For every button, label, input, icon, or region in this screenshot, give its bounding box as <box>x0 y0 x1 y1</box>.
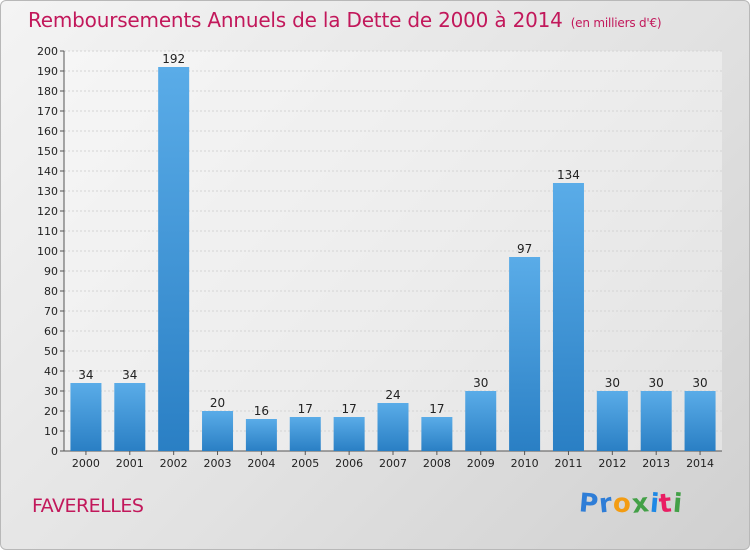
y-tick-label: 0 <box>51 445 58 458</box>
y-tick-label: 80 <box>44 285 58 298</box>
x-tick-label: 2000 <box>72 457 100 470</box>
y-tick-label: 110 <box>37 225 58 238</box>
data-label: 30 <box>692 376 707 390</box>
bar <box>245 419 277 451</box>
commune-name: FAVERELLES <box>32 495 144 517</box>
logo-letter: i <box>671 488 685 520</box>
data-label: 134 <box>557 168 580 182</box>
y-tick-label: 60 <box>44 325 58 338</box>
y-tick-label: 180 <box>37 85 58 98</box>
unit-label: (en milliers d'€) <box>570 16 662 30</box>
y-tick-label: 50 <box>44 345 58 358</box>
bar <box>202 411 234 451</box>
proxiti-logo: Proxiti <box>578 488 685 520</box>
x-tick-label: 2001 <box>116 457 144 470</box>
data-label: 20 <box>210 396 225 410</box>
y-tick-label: 90 <box>44 265 58 278</box>
bar <box>114 383 146 451</box>
x-tick-label: 2009 <box>467 457 495 470</box>
y-tick-label: 20 <box>44 405 58 418</box>
data-label: 16 <box>254 404 269 418</box>
x-tick-label: 2008 <box>423 457 451 470</box>
x-tick-label: 2002 <box>160 457 188 470</box>
y-tick-label: 150 <box>37 145 58 158</box>
bar <box>377 403 409 451</box>
x-tick-label: 2007 <box>379 457 407 470</box>
y-tick-label: 70 <box>44 305 58 318</box>
data-label: 34 <box>78 368 93 382</box>
x-tick-label: 2010 <box>511 457 539 470</box>
x-tick-label: 2014 <box>686 457 714 470</box>
bar <box>509 257 541 451</box>
x-tick-label: 2006 <box>335 457 363 470</box>
y-tick-label: 130 <box>37 185 58 198</box>
y-tick-label: 170 <box>37 105 58 118</box>
chart-title: Remboursements Annuels de la Dette de 20… <box>28 8 662 32</box>
bar <box>465 391 497 451</box>
data-label: 30 <box>649 376 664 390</box>
x-tick-label: 2003 <box>204 457 232 470</box>
bar <box>684 391 716 451</box>
data-label: 17 <box>341 402 356 416</box>
data-label: 30 <box>473 376 488 390</box>
y-tick-label: 40 <box>44 365 58 378</box>
y-tick-label: 120 <box>37 205 58 218</box>
y-tick-label: 190 <box>37 65 58 78</box>
x-tick-label: 2011 <box>554 457 582 470</box>
bar <box>552 183 584 451</box>
data-label: 17 <box>298 402 313 416</box>
x-tick-label: 2012 <box>598 457 626 470</box>
bar <box>158 67 190 451</box>
data-label: 192 <box>162 52 185 66</box>
bar <box>596 391 628 451</box>
y-tick-label: 200 <box>37 45 58 58</box>
data-label: 30 <box>605 376 620 390</box>
x-tick-label: 2013 <box>642 457 670 470</box>
x-tick-label: 2005 <box>291 457 319 470</box>
bar <box>70 383 102 451</box>
bar <box>640 391 672 451</box>
title-text: Remboursements Annuels de la Dette de 20… <box>28 8 563 32</box>
x-tick-label: 2004 <box>247 457 275 470</box>
data-label: 34 <box>122 368 137 382</box>
bar <box>289 417 321 451</box>
data-label: 17 <box>429 402 444 416</box>
y-tick-label: 160 <box>37 125 58 138</box>
y-tick-label: 140 <box>37 165 58 178</box>
y-tick-label: 30 <box>44 385 58 398</box>
y-tick-label: 100 <box>37 245 58 258</box>
data-label: 24 <box>385 388 400 402</box>
bar <box>421 417 453 451</box>
bar <box>333 417 365 451</box>
data-label: 97 <box>517 242 532 256</box>
y-tick-label: 10 <box>44 425 58 438</box>
